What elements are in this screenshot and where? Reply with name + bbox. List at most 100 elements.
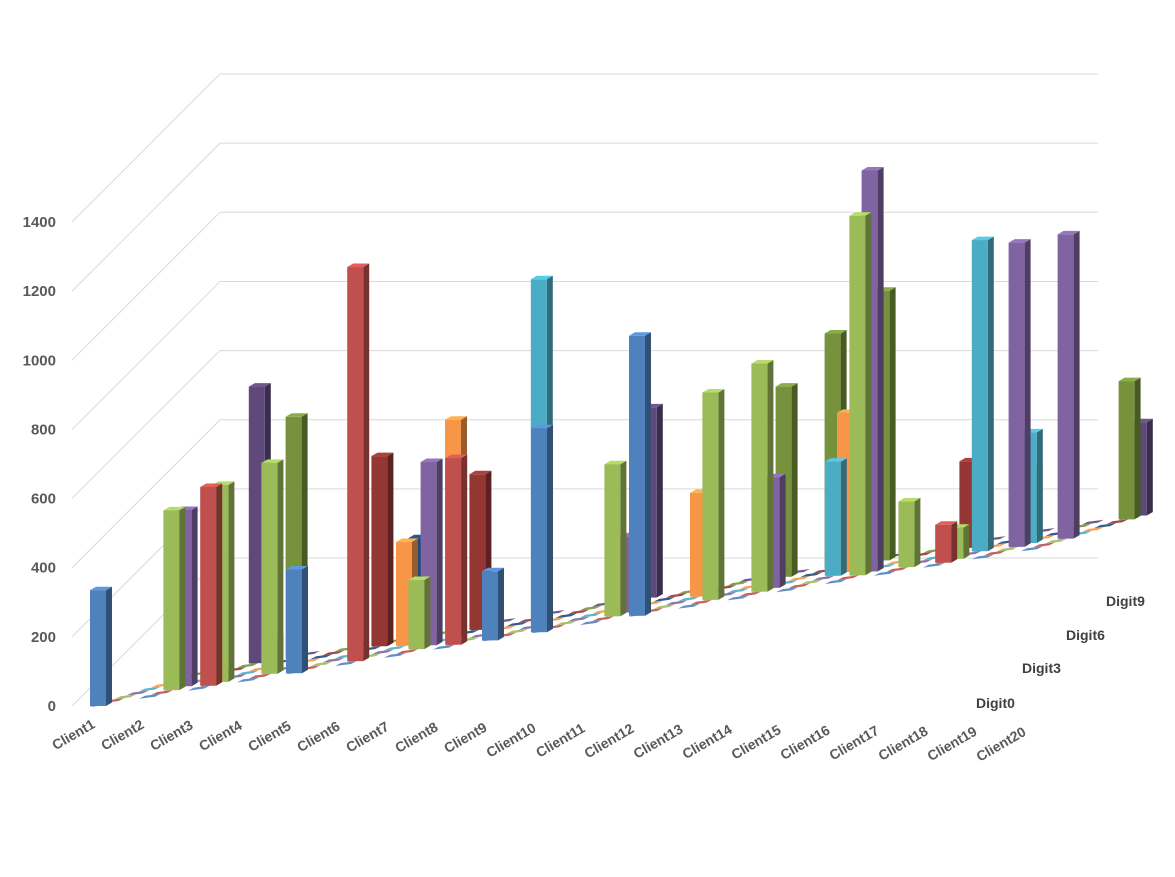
bar-top — [898, 497, 921, 502]
gridline-side — [71, 73, 221, 223]
x-tick-label: Client14 — [679, 721, 734, 762]
bar-top — [163, 506, 186, 511]
floor-marker — [114, 694, 137, 700]
floor-marker — [126, 690, 149, 696]
bar — [482, 567, 504, 641]
floor-marker — [237, 677, 259, 683]
x-tick-label: Client1 — [49, 716, 98, 753]
floor-marker — [837, 575, 860, 581]
bar-front — [1118, 381, 1135, 520]
bar-front — [751, 363, 768, 592]
floor-marker — [249, 673, 272, 679]
x-tick-label: Client13 — [630, 720, 685, 761]
gridline-side — [71, 350, 221, 499]
floor-marker — [678, 603, 700, 609]
bar-top — [775, 383, 798, 387]
bar-front — [261, 462, 278, 674]
depth-tick-label: Digit6 — [1066, 627, 1105, 643]
bar-front — [90, 590, 106, 706]
bar-side — [951, 521, 958, 563]
floor-marker — [322, 650, 345, 656]
bar-side — [424, 576, 431, 650]
floor-marker — [1082, 526, 1104, 532]
depth-axis-ticks: Digit0 Digit3 Digit6 Digit9 — [976, 593, 1145, 711]
bar-side — [865, 212, 872, 576]
x-tick-label: Client10 — [483, 719, 538, 760]
floor-marker — [236, 663, 259, 668]
bar-top — [200, 483, 223, 487]
bar-front — [445, 458, 462, 645]
floor-marker — [690, 599, 713, 605]
bar-side — [987, 236, 994, 552]
bar-top — [90, 586, 112, 591]
bar-top — [824, 458, 847, 462]
bar-top — [261, 459, 284, 463]
bars — [90, 166, 1153, 706]
bar — [371, 452, 394, 647]
bar-top — [408, 576, 431, 580]
x-tick-label: Client20 — [973, 723, 1028, 764]
floor-marker — [984, 550, 1007, 556]
floor-marker — [1081, 519, 1104, 525]
floor-marker — [384, 652, 406, 658]
bar-side — [387, 452, 394, 647]
x-tick-label: Client4 — [196, 717, 245, 754]
bar-front — [200, 486, 217, 686]
bar-front — [482, 571, 498, 641]
floor-marker — [739, 591, 762, 597]
bar-front — [286, 569, 302, 674]
floor-marker — [1106, 519, 1129, 525]
bar-top — [396, 538, 418, 543]
floor-marker — [151, 689, 174, 695]
bar-top — [971, 236, 994, 241]
bar — [604, 460, 627, 617]
floor-marker — [788, 576, 810, 582]
bar — [90, 586, 112, 706]
floor-marker — [726, 588, 749, 594]
bar-front — [248, 386, 265, 664]
bar-top — [482, 567, 504, 572]
bar — [261, 459, 284, 674]
bar-top — [1057, 230, 1080, 235]
gridline-side — [71, 142, 221, 292]
bar-side — [963, 524, 970, 559]
bar-side — [889, 287, 896, 561]
bar — [531, 424, 553, 633]
floor-marker — [383, 645, 406, 651]
bar-top — [935, 521, 958, 525]
floor-marker — [335, 661, 357, 666]
bar-front — [971, 240, 988, 552]
bar-front — [604, 464, 621, 617]
floor-marker — [726, 581, 749, 586]
bar — [702, 388, 725, 600]
x-axis-ticks: Client1 Client2 Client3 Client4 Client5 Clien… — [49, 716, 1029, 765]
bar-side — [645, 332, 651, 616]
bar-top — [445, 416, 467, 420]
y-tick-label: 800 — [31, 421, 56, 438]
bar-side — [1024, 239, 1031, 547]
floor-marker — [996, 546, 1019, 552]
floor-marker — [322, 657, 345, 663]
bar — [200, 483, 223, 686]
x-tick-label: Client19 — [924, 723, 979, 764]
floor-marker — [580, 620, 602, 625]
bar-side — [1036, 428, 1043, 543]
floor-marker — [506, 621, 529, 627]
floor-marker — [800, 572, 823, 578]
bar-front — [629, 335, 645, 616]
bar-side — [191, 506, 198, 687]
bar-front — [1057, 234, 1074, 539]
bar-top — [347, 263, 370, 268]
bar-top — [849, 212, 872, 216]
bar-side — [767, 360, 774, 592]
bar — [971, 236, 994, 552]
gridline-side — [71, 211, 221, 361]
floor-marker — [788, 583, 811, 589]
bar — [629, 332, 651, 616]
bar-front — [163, 510, 180, 691]
bar-side — [1134, 377, 1141, 520]
bar-front — [1008, 242, 1025, 547]
bar-front — [531, 428, 547, 633]
bar — [824, 458, 847, 576]
